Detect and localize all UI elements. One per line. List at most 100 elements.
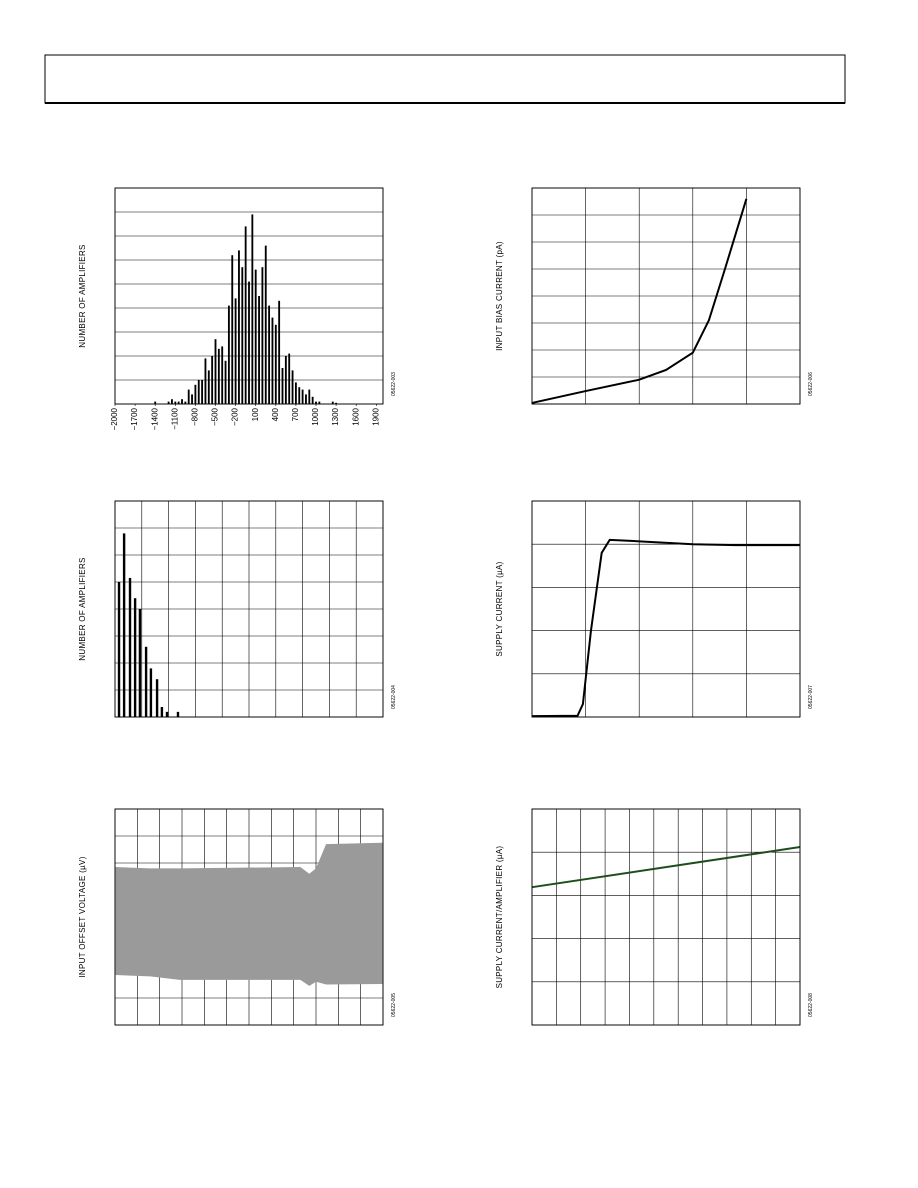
figure-code: 05622-003	[391, 372, 397, 396]
y-axis-label: SUPPLY CURRENT/AMPLIFIER (µA)	[495, 846, 504, 989]
plot-frame	[114, 187, 384, 405]
histogram-bar	[271, 317, 274, 404]
bar	[138, 609, 142, 717]
histogram-bar	[227, 305, 230, 404]
data-line	[531, 846, 801, 889]
bar	[117, 582, 121, 717]
histogram-bar	[231, 255, 234, 404]
x-tick-label: −200	[231, 407, 240, 426]
histogram-bar	[238, 250, 240, 404]
plot-frame	[114, 808, 384, 1026]
x-tick-label: −800	[191, 407, 200, 426]
plot-frame	[531, 808, 801, 1026]
histogram-bar	[288, 353, 291, 404]
histogram-bar	[224, 360, 227, 404]
histogram-bar	[301, 389, 304, 404]
plot-frame	[531, 500, 801, 718]
histogram-bar	[258, 296, 260, 404]
x-tick-label: −1700	[130, 407, 139, 430]
x-tick-label: 1000	[311, 407, 320, 425]
histogram-bar	[308, 389, 311, 404]
x-tick-label: −500	[211, 407, 220, 426]
histogram-bar	[268, 305, 271, 404]
histogram-bar	[221, 346, 224, 404]
histogram-bar	[248, 281, 250, 404]
histogram-bar	[274, 324, 277, 404]
plot-frame	[531, 500, 801, 718]
plot-frame	[531, 187, 801, 405]
x-tick-label: −1400	[150, 407, 159, 430]
histogram-bar	[201, 380, 204, 404]
x-tick-label: −2000	[110, 407, 119, 430]
y-axis-label: INPUT BIAS CURRENT (pA)	[495, 241, 504, 351]
bar	[128, 577, 132, 717]
y-axis-label: NUMBER OF AMPLIFIERS	[78, 557, 87, 660]
histogram-bar	[197, 380, 200, 404]
histogram-bar	[284, 356, 287, 404]
figure-code: 05622-004	[391, 685, 397, 709]
histogram-bar	[171, 399, 173, 404]
bar	[160, 707, 164, 717]
data-band	[115, 842, 383, 986]
histogram-bar	[251, 214, 254, 404]
bar	[144, 646, 148, 717]
histogram-bar	[207, 370, 210, 404]
x-tick-label: 1900	[371, 407, 380, 425]
header-box	[44, 54, 846, 104]
x-tick-label: −1100	[170, 407, 179, 429]
plot-frame	[114, 500, 384, 718]
histogram-bar	[254, 269, 257, 404]
histogram-bar	[335, 402, 338, 404]
bar	[155, 679, 159, 717]
figure-code: 05622-008	[808, 993, 814, 1017]
histogram-bar	[311, 396, 314, 404]
histogram-bar	[217, 348, 220, 404]
figure-code: 05622-005	[391, 993, 397, 1017]
histogram-bar	[167, 401, 170, 404]
x-tick-label: 400	[271, 407, 280, 421]
histogram-bar	[194, 384, 197, 404]
histogram-bar	[298, 387, 301, 404]
histogram-bar	[294, 382, 297, 404]
histogram-bar	[184, 401, 187, 404]
histogram-bar	[211, 356, 214, 404]
histogram-bar	[204, 358, 207, 404]
bar	[149, 668, 153, 717]
histogram-bar	[181, 399, 183, 404]
x-tick-label: 700	[291, 407, 300, 421]
histogram-bar	[191, 394, 193, 404]
histogram-bar	[305, 394, 307, 404]
histogram-bar	[187, 389, 190, 404]
figure-code: 05622-006	[808, 372, 814, 396]
data-line	[531, 198, 748, 404]
histogram-bar	[264, 245, 267, 404]
x-tick-label: 100	[251, 407, 260, 421]
histogram-bar	[174, 401, 177, 404]
histogram-bar	[177, 401, 180, 404]
histogram-bar	[278, 300, 281, 404]
bar	[176, 711, 180, 717]
histogram-bar	[318, 401, 321, 404]
histogram-bar	[261, 267, 264, 404]
bar	[122, 533, 126, 717]
histogram-bar	[291, 370, 294, 404]
bar	[165, 711, 169, 717]
figure-code: 05622-007	[808, 685, 814, 709]
histogram-bar	[234, 298, 237, 404]
histogram-bar	[281, 368, 284, 404]
histogram-bar	[241, 267, 244, 404]
histogram-bar	[331, 401, 334, 404]
histogram-bar	[244, 226, 247, 404]
data-line	[531, 538, 800, 718]
x-tick-label: 1300	[331, 407, 340, 425]
y-axis-label: NUMBER OF AMPLIFIERS	[78, 244, 87, 347]
y-axis-label: SUPPLY CURRENT (µA)	[495, 561, 504, 656]
histogram-bar	[315, 401, 317, 404]
x-tick-label: 1600	[351, 407, 360, 425]
histogram-bar	[154, 401, 157, 404]
plot-frame	[531, 808, 801, 1026]
histogram-bar	[214, 339, 217, 404]
y-axis-label: INPUT OFFSET VOLTAGE (µV)	[78, 856, 87, 977]
bar	[133, 598, 137, 717]
